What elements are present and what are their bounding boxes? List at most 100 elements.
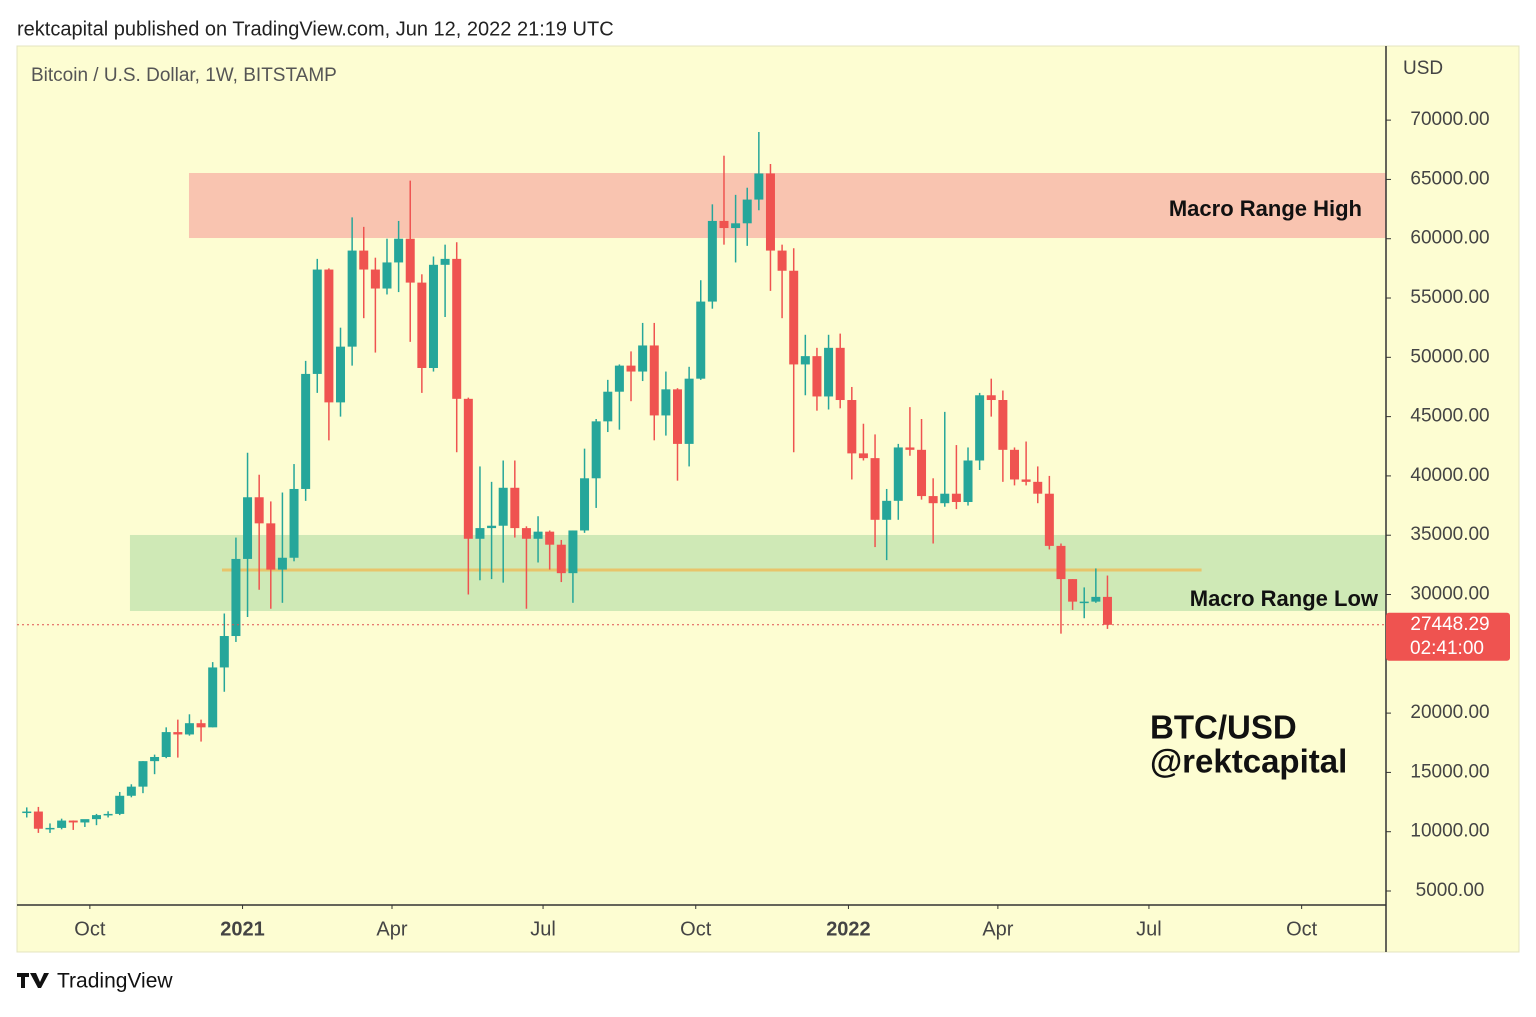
- candle-body: [91, 815, 101, 820]
- candle-body: [858, 453, 868, 459]
- candle-body: [289, 488, 299, 558]
- candle-body: [580, 478, 590, 531]
- candle-body: [510, 487, 520, 529]
- candle-body: [359, 250, 369, 270]
- y-tick-label: 65000.00: [1410, 168, 1489, 189]
- candle-body: [80, 819, 90, 823]
- x-tick-label: Oct: [680, 918, 712, 940]
- candle-body: [173, 732, 183, 735]
- y-axis-label: USD: [1403, 58, 1443, 79]
- zone-label: Macro Range High: [1169, 196, 1362, 221]
- candle-body: [184, 723, 194, 735]
- candle-body: [463, 398, 473, 539]
- chart-title: Bitcoin / U.S. Dollar, 1W, BITSTAMP: [31, 65, 337, 86]
- candle-body: [707, 220, 717, 302]
- candle-body: [905, 447, 915, 450]
- y-tick-label: 10000.00: [1410, 821, 1489, 842]
- candle-body: [649, 345, 659, 416]
- candle-body: [638, 345, 648, 372]
- footer-brand: TradingView: [57, 970, 173, 993]
- candle-body: [452, 258, 462, 399]
- candle-body: [382, 262, 392, 289]
- y-tick-label: 5000.00: [1416, 880, 1485, 901]
- candle-body: [1044, 493, 1054, 546]
- candle-body: [266, 523, 276, 570]
- candle-body: [893, 447, 903, 501]
- candle-body: [975, 395, 985, 461]
- candle-body: [928, 496, 938, 504]
- candle-body: [394, 238, 404, 263]
- candle-body: [800, 356, 810, 365]
- candle-body: [45, 827, 55, 830]
- y-tick-label: 70000.00: [1410, 109, 1489, 130]
- candle-body: [243, 497, 253, 559]
- candle-body: [963, 460, 973, 503]
- candle-body: [533, 531, 543, 539]
- candle-body: [986, 395, 996, 401]
- candle-body: [777, 250, 787, 271]
- candle-body: [1009, 449, 1019, 480]
- candle-body: [336, 346, 346, 403]
- tradingview-logo: [17, 973, 49, 988]
- y-tick-label: 35000.00: [1410, 524, 1489, 545]
- x-tick-label: 2021: [220, 918, 265, 940]
- candle-body: [301, 373, 311, 489]
- candle-body: [126, 786, 136, 796]
- candle-body: [882, 500, 892, 520]
- publisher-header: rektcapital published on TradingView.com…: [17, 18, 614, 40]
- candle-body: [208, 667, 218, 728]
- y-tick-label: 15000.00: [1410, 761, 1489, 782]
- candle-body: [150, 756, 160, 762]
- candle-body: [940, 493, 950, 504]
- candle-body: [498, 487, 508, 526]
- annotation: @rektcapital: [1150, 743, 1347, 780]
- candle-body: [719, 220, 729, 229]
- candle-body: [545, 531, 555, 545]
- candle-body: [103, 813, 113, 816]
- candle-body: [568, 530, 578, 574]
- candle-body: [57, 820, 67, 828]
- candle-body: [324, 269, 334, 403]
- candle-body: [115, 795, 125, 814]
- candle-body: [1091, 596, 1101, 602]
- candle-body: [487, 525, 497, 529]
- candle-body: [1079, 601, 1089, 604]
- candle-body: [556, 544, 566, 574]
- candle-body: [417, 282, 427, 368]
- candle-body: [603, 391, 613, 422]
- candle-body: [754, 173, 764, 200]
- candle-body: [196, 723, 206, 728]
- candle-body: [254, 497, 264, 524]
- last-price-box: [1386, 612, 1510, 661]
- candle-body: [1033, 481, 1043, 494]
- x-tick-label: Oct: [74, 918, 106, 940]
- candle-body: [696, 301, 706, 379]
- candle-body: [847, 400, 857, 454]
- y-tick-label: 55000.00: [1410, 287, 1489, 308]
- candle-body: [870, 458, 880, 520]
- candle-body: [765, 173, 775, 251]
- candle-body: [917, 449, 927, 497]
- x-tick-label: Apr: [376, 918, 407, 940]
- y-tick-label: 30000.00: [1410, 584, 1489, 605]
- candle-body: [998, 400, 1008, 450]
- candle-body: [138, 761, 148, 787]
- range-zone: [188, 173, 1386, 239]
- candle-body: [673, 389, 683, 444]
- candle-body: [68, 820, 78, 823]
- candle-body: [835, 347, 845, 401]
- y-tick-label: 40000.00: [1410, 465, 1489, 486]
- candle-body: [789, 270, 799, 365]
- candle-body: [1056, 545, 1066, 580]
- candle-body: [661, 389, 671, 416]
- candle-body: [684, 378, 694, 444]
- candle-body: [1102, 596, 1112, 625]
- candle-body: [1021, 479, 1031, 482]
- candle-body: [521, 528, 531, 539]
- plot-area: [17, 131, 1387, 833]
- y-tick-label: 20000.00: [1410, 702, 1489, 723]
- x-tick-label: 2022: [826, 918, 871, 940]
- candle-body: [428, 264, 438, 368]
